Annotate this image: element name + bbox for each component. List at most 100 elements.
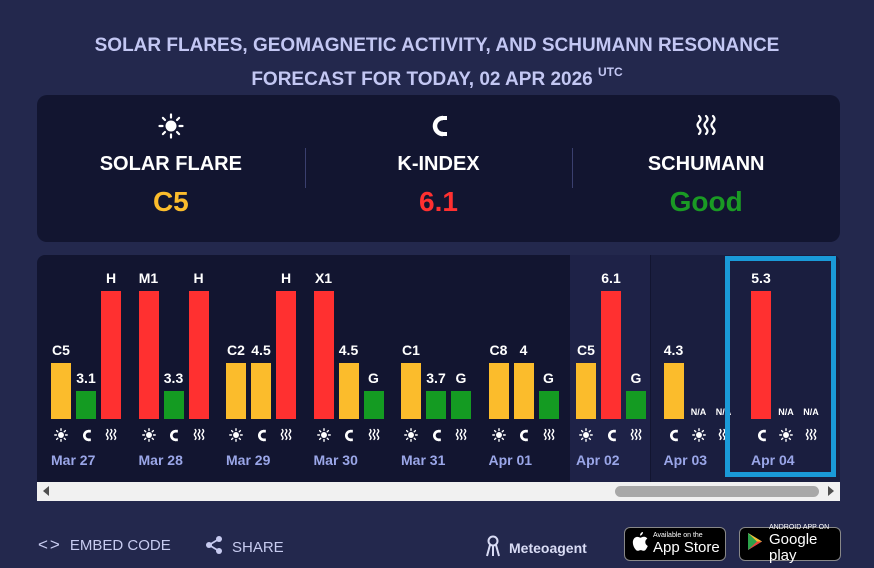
- magnet-icon: [514, 427, 534, 443]
- meteoagent-label: Meteoagent: [509, 540, 587, 556]
- bar-label: M1: [138, 270, 159, 286]
- day-column[interactable]: C1 3.7 G Mar 31: [387, 255, 475, 482]
- apple-icon: [632, 532, 648, 556]
- waves-icon: [626, 427, 646, 443]
- title-utc: UTC: [598, 65, 623, 79]
- schumann-label: SCHUMANN: [647, 153, 765, 175]
- waves-icon: [189, 427, 209, 443]
- title-line-2: FORECAST FOR TODAY, 02 APR 2026 UTC: [0, 59, 874, 93]
- embed-code-button[interactable]: <> EMBED CODE: [38, 535, 171, 555]
- bar-label: N/A: [803, 407, 819, 417]
- embed-code-label: EMBED CODE: [69, 536, 171, 554]
- sun-icon: [158, 113, 184, 139]
- selected-day-frame: [725, 256, 836, 477]
- waves-icon: [451, 427, 471, 443]
- bar-label: G: [543, 370, 554, 386]
- day-date: Mar 29: [226, 452, 271, 468]
- google-play-button[interactable]: ANDROID APP ON Google play: [739, 524, 841, 564]
- bar-label: H: [105, 270, 117, 286]
- bar-label: 4.5: [338, 342, 359, 358]
- chart-bar: [276, 291, 296, 419]
- k-index-value: 6.1: [419, 186, 458, 217]
- waves-icon: [695, 113, 717, 139]
- app-store-button[interactable]: Available on the App Store: [624, 527, 726, 561]
- bar-label: N/A: [690, 407, 707, 417]
- day-column[interactable]: C8 4 G Apr 01: [475, 255, 563, 482]
- chart-bar: [51, 363, 71, 419]
- bar-label: 3.3: [163, 370, 184, 386]
- day-date: Mar 27: [51, 452, 96, 468]
- chart-bar: [138, 291, 159, 419]
- bar-label: C2: [227, 342, 245, 358]
- magnet-icon: [601, 427, 621, 443]
- sun-icon: [226, 427, 246, 443]
- chart-bar: [513, 363, 534, 419]
- sun-icon: [689, 427, 709, 443]
- sun-icon: [401, 427, 421, 443]
- bar-label: 4: [519, 342, 528, 358]
- day-column[interactable]: 4.3 N/A N/A Apr 03: [650, 255, 738, 482]
- bar-label: 3.7: [426, 370, 446, 386]
- solar-flare-label: SOLAR FLARE: [99, 153, 242, 175]
- google-play-small: ANDROID APP ON: [769, 524, 830, 531]
- share-label: SHARE: [232, 538, 284, 556]
- summary-schumann: SCHUMANN Good: [572, 95, 840, 242]
- magnet-icon: [751, 427, 771, 443]
- meteoagent-logo-icon: [485, 535, 501, 561]
- day-column[interactable]: M1 3.3 H Mar 28: [125, 255, 213, 482]
- bar-label: G: [630, 370, 642, 386]
- sun-icon: [314, 427, 334, 443]
- sun-icon: [489, 427, 509, 443]
- chart-bar: [163, 391, 184, 419]
- chart-bar: [76, 391, 96, 419]
- day-column[interactable]: C5 3.1 H Mar 27: [37, 255, 125, 482]
- chart-bar: [401, 363, 421, 419]
- sun-icon: [576, 427, 596, 443]
- chart-bar: [338, 363, 359, 419]
- sun-icon: [139, 427, 159, 443]
- chart-bar: [663, 363, 684, 419]
- meteoagent-link[interactable]: Meteoagent: [485, 535, 587, 561]
- bar-label: C5: [52, 342, 70, 358]
- app-store-big: App Store: [653, 539, 720, 556]
- scroll-right-arrow-icon[interactable]: [828, 486, 834, 496]
- bar-label: G: [455, 370, 467, 386]
- share-button[interactable]: SHARE: [204, 535, 284, 559]
- waves-icon: [801, 427, 821, 443]
- chart-bar: [451, 391, 471, 419]
- day-date: Apr 04: [751, 452, 795, 468]
- history-chart: C5 3.1 H Mar 27 M1 3.3 H Mar 28 C2 4.5 H Mar 29 X1 4.…: [37, 255, 840, 482]
- play-icon: [747, 532, 763, 556]
- chart-bar: [751, 291, 771, 419]
- bar-label: H: [280, 270, 292, 286]
- page-title: SOLAR FLARES, GEOMAGNETIC ACTIVITY, AND …: [0, 32, 874, 93]
- magnet-icon: [164, 427, 184, 443]
- summary-solar: SOLAR FLARE C5: [37, 95, 305, 242]
- horizontal-scrollbar[interactable]: [37, 482, 840, 501]
- summary-kindex: K-INDEX 6.1: [304, 95, 573, 242]
- k-index-label: K-INDEX: [397, 153, 480, 175]
- sun-icon: [776, 427, 796, 443]
- scroll-thumb[interactable]: [615, 486, 819, 497]
- title-line-1: SOLAR FLARES, GEOMAGNETIC ACTIVITY, AND …: [94, 35, 780, 56]
- schumann-value: Good: [669, 186, 743, 217]
- day-column[interactable]: C5 6.1 G Apr 02: [562, 255, 650, 482]
- day-date: Apr 03: [663, 452, 708, 468]
- magnet-icon: [427, 113, 451, 139]
- day-date: Mar 31: [401, 452, 446, 468]
- bar-label: G: [368, 370, 379, 386]
- day-column[interactable]: X1 4.5 G Mar 30: [300, 255, 388, 482]
- scroll-left-arrow-icon[interactable]: [43, 486, 49, 496]
- bar-label: H: [193, 270, 204, 286]
- magnet-icon: [664, 427, 684, 443]
- day-column[interactable]: C2 4.5 H Mar 29: [212, 255, 300, 482]
- chart-bar: [251, 363, 271, 419]
- magnet-icon: [426, 427, 446, 443]
- chart-bar: [601, 291, 621, 419]
- day-column[interactable]: 5.3 N/A N/A Apr 04: [737, 255, 825, 482]
- app-store-small: Available on the: [653, 532, 703, 539]
- waves-icon: [539, 427, 559, 443]
- waves-icon: [276, 427, 296, 443]
- bar-label: 6.1: [601, 270, 621, 286]
- bar-label: N/A: [715, 407, 732, 417]
